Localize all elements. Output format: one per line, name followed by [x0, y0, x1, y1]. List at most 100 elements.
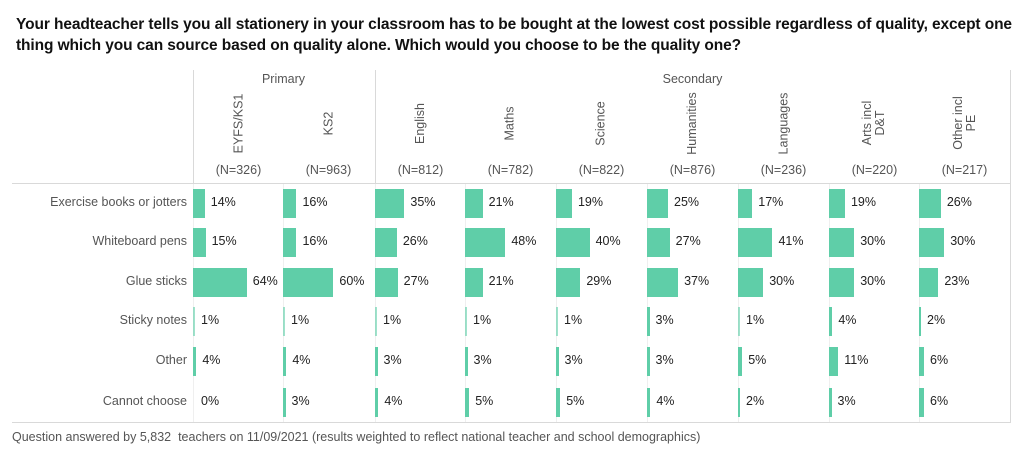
right-border	[1010, 70, 1011, 423]
bar	[375, 346, 378, 376]
data-label: 64%	[252, 274, 278, 288]
bar	[919, 188, 941, 218]
column-axis-line	[829, 184, 830, 422]
bar	[283, 387, 286, 417]
bar	[375, 188, 405, 218]
column-header-label: EYFS/KS1	[231, 93, 245, 153]
bar	[919, 306, 921, 336]
bar	[375, 227, 397, 257]
column-sample-size: (N=782)	[487, 163, 534, 177]
column-axis-line	[919, 184, 920, 422]
column-sample-size: (N=236)	[760, 163, 807, 177]
column-sample-size: (N=812)	[397, 163, 444, 177]
bar	[647, 227, 670, 257]
column-axis-line	[465, 184, 466, 422]
column-sample-size: (N=822)	[578, 163, 625, 177]
column-header-label: Science	[593, 100, 608, 146]
column-axis-line	[283, 184, 284, 422]
bar	[738, 306, 740, 336]
data-label: 6%	[930, 353, 949, 367]
data-label: 25%	[674, 195, 700, 209]
data-label: 19%	[850, 195, 876, 209]
column-header: EYFS/KS1	[204, 88, 274, 158]
primary-left-divider	[193, 70, 194, 183]
column-header-label: Maths	[502, 105, 517, 141]
bar	[375, 267, 398, 297]
bar	[738, 346, 743, 376]
data-label: 3%	[655, 313, 674, 327]
secondary-left-divider	[375, 70, 376, 183]
bar	[647, 267, 679, 297]
column-header-label: Humanities	[685, 91, 699, 155]
column-header-label: Other incl PE	[950, 96, 978, 150]
data-label: 27%	[675, 234, 701, 248]
data-label: 17%	[758, 195, 784, 209]
data-label: 41%	[778, 234, 804, 248]
bar	[738, 267, 764, 297]
data-label: 1%	[473, 313, 492, 327]
data-label: 16%	[302, 234, 328, 248]
bar	[283, 306, 285, 336]
data-label: 30%	[950, 234, 976, 248]
bar	[919, 227, 945, 257]
data-label: 4%	[384, 394, 403, 408]
data-label: 3%	[383, 353, 402, 367]
column-axis-line	[738, 184, 739, 422]
column-axis-line	[556, 184, 557, 422]
data-label: 1%	[383, 313, 402, 327]
data-label: 15%	[211, 234, 237, 248]
group-label-secondary: Secondary	[662, 72, 723, 86]
column-sample-size: (N=326)	[215, 163, 262, 177]
data-label: 48%	[511, 234, 537, 248]
row-label: Other	[155, 353, 187, 367]
data-label: 4%	[838, 313, 857, 327]
data-label: 1%	[291, 313, 310, 327]
column-header: English	[386, 88, 456, 158]
data-label: 3%	[837, 394, 856, 408]
bar	[919, 346, 925, 376]
row-label: Cannot choose	[102, 394, 187, 408]
data-label: 40%	[595, 234, 621, 248]
data-label: 1%	[746, 313, 765, 327]
row-label: Exercise books or jotters	[50, 195, 187, 209]
bar	[465, 188, 483, 218]
bar	[556, 227, 590, 257]
bar	[829, 306, 833, 336]
data-label: 16%	[302, 195, 328, 209]
data-label: 5%	[748, 353, 767, 367]
bar	[375, 306, 377, 336]
column-axis-line	[193, 184, 194, 422]
bar	[193, 306, 195, 336]
data-label: 1%	[201, 313, 220, 327]
data-label: 4%	[292, 353, 311, 367]
column-header: Maths	[476, 88, 546, 158]
bar	[283, 346, 287, 376]
column-header-label: KS2	[320, 111, 335, 135]
data-label: 30%	[769, 274, 795, 288]
header-bottom-line	[12, 183, 1010, 184]
column-sample-size: (N=963)	[305, 163, 352, 177]
data-label: 19%	[577, 195, 603, 209]
row-label: Sticky notes	[119, 313, 187, 327]
row-label: Glue sticks	[125, 274, 187, 288]
column-axis-line	[375, 184, 376, 422]
data-label: 21%	[488, 195, 514, 209]
bar	[829, 267, 855, 297]
bar	[465, 346, 468, 376]
data-label: 14%	[210, 195, 236, 209]
data-label: 29%	[586, 274, 612, 288]
bar	[556, 267, 581, 297]
column-sample-size: (N=876)	[669, 163, 716, 177]
data-label: 2%	[927, 313, 946, 327]
bar	[919, 267, 939, 297]
data-label: 3%	[655, 353, 674, 367]
bar	[829, 227, 855, 257]
column-header: Languages	[749, 88, 819, 158]
group-label-primary: Primary	[261, 72, 306, 86]
data-label: 30%	[860, 234, 886, 248]
data-label: 23%	[944, 274, 970, 288]
data-label: 5%	[566, 394, 585, 408]
bar	[465, 306, 467, 336]
chart-bottom-line	[12, 422, 1010, 423]
column-header: Science	[567, 88, 637, 158]
